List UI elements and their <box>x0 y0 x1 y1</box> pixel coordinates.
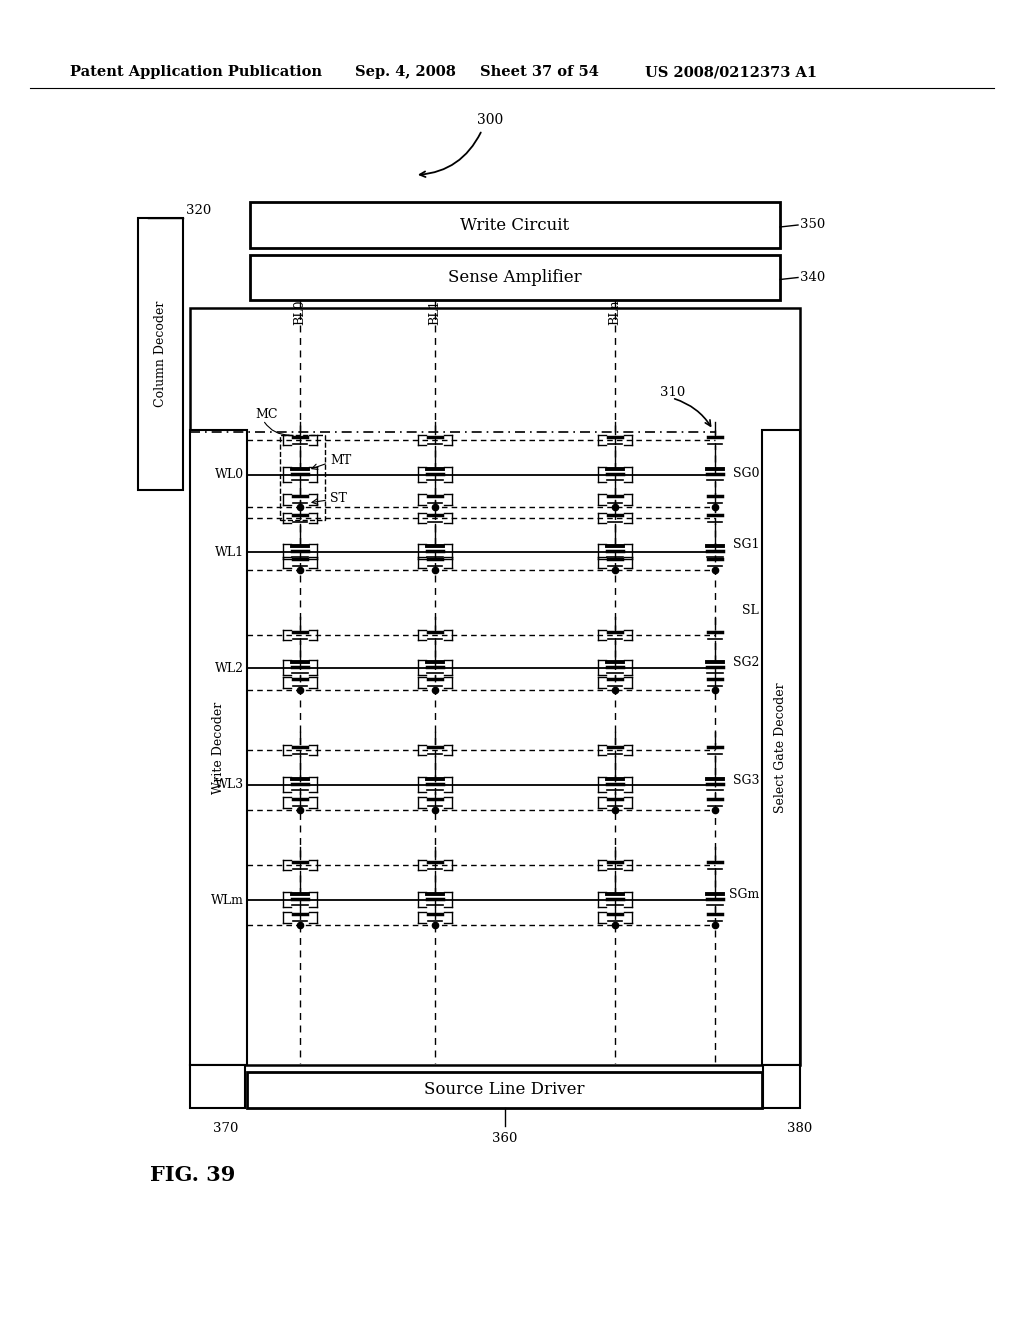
Text: Write Decoder: Write Decoder <box>212 701 225 793</box>
Text: FIG. 39: FIG. 39 <box>150 1166 236 1185</box>
Bar <box>762 430 800 1065</box>
Bar <box>250 202 780 248</box>
Text: WL1: WL1 <box>215 545 244 558</box>
Text: 380: 380 <box>786 1122 812 1134</box>
Bar <box>190 1065 245 1107</box>
Text: 300: 300 <box>477 114 503 127</box>
Text: 370: 370 <box>213 1122 238 1134</box>
Text: BLn: BLn <box>608 300 622 325</box>
Text: Sense Amplifier: Sense Amplifier <box>449 269 582 286</box>
Text: US 2008/0212373 A1: US 2008/0212373 A1 <box>645 65 817 79</box>
Bar <box>763 1065 800 1107</box>
Text: Source Line Driver: Source Line Driver <box>424 1081 585 1098</box>
Text: WLm: WLm <box>211 894 244 907</box>
Bar <box>250 255 780 300</box>
Text: Patent Application Publication: Patent Application Publication <box>70 65 322 79</box>
Text: MT: MT <box>330 454 351 466</box>
Bar <box>280 436 325 520</box>
Bar <box>190 308 800 1065</box>
Text: WL0: WL0 <box>215 469 244 482</box>
Text: WL3: WL3 <box>215 779 244 792</box>
Text: Sep. 4, 2008: Sep. 4, 2008 <box>355 65 456 79</box>
Text: Column Decoder: Column Decoder <box>154 301 167 407</box>
Text: BL0: BL0 <box>294 300 306 325</box>
Text: Sheet 37 of 54: Sheet 37 of 54 <box>480 65 599 79</box>
Text: WL2: WL2 <box>215 661 244 675</box>
Text: SGm: SGm <box>729 888 759 902</box>
Text: 320: 320 <box>186 203 211 216</box>
Text: 350: 350 <box>800 219 825 231</box>
Text: 340: 340 <box>800 271 825 284</box>
Text: SL: SL <box>742 603 759 616</box>
Text: SG1: SG1 <box>732 537 759 550</box>
Bar <box>247 1072 762 1107</box>
Text: BL1: BL1 <box>428 300 441 325</box>
Text: MC: MC <box>255 408 278 421</box>
Text: ST: ST <box>330 491 347 504</box>
Text: 360: 360 <box>492 1131 517 1144</box>
Text: Select Gate Decoder: Select Gate Decoder <box>774 682 787 813</box>
Text: SG2: SG2 <box>732 656 759 669</box>
Text: SG0: SG0 <box>732 467 759 480</box>
Text: SG3: SG3 <box>732 774 759 787</box>
Text: 310: 310 <box>660 385 685 399</box>
Bar <box>138 218 183 490</box>
Text: Write Circuit: Write Circuit <box>461 216 569 234</box>
Bar <box>190 430 247 1065</box>
